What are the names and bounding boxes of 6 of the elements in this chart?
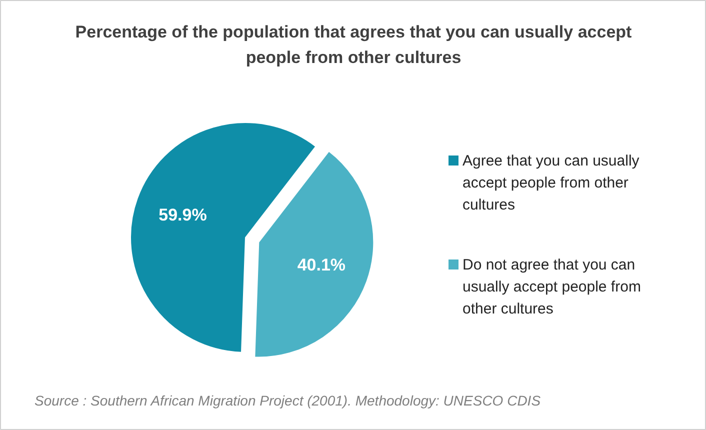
data-label: 40.1%	[297, 255, 346, 274]
legend-label: Do not agree that you can usually accept people from other cultures	[462, 256, 641, 318]
data-label: 59.9%	[158, 205, 207, 224]
source-note: Source : Southern African Migration Project (2001). Methodology: UNESCO CDIS	[34, 392, 542, 408]
legend-label: Agree that you can usually accept people from other cultures	[462, 152, 640, 214]
chart-title: Percentage of the population that agrees that you can usually accept people from other cultures	[75, 22, 632, 68]
